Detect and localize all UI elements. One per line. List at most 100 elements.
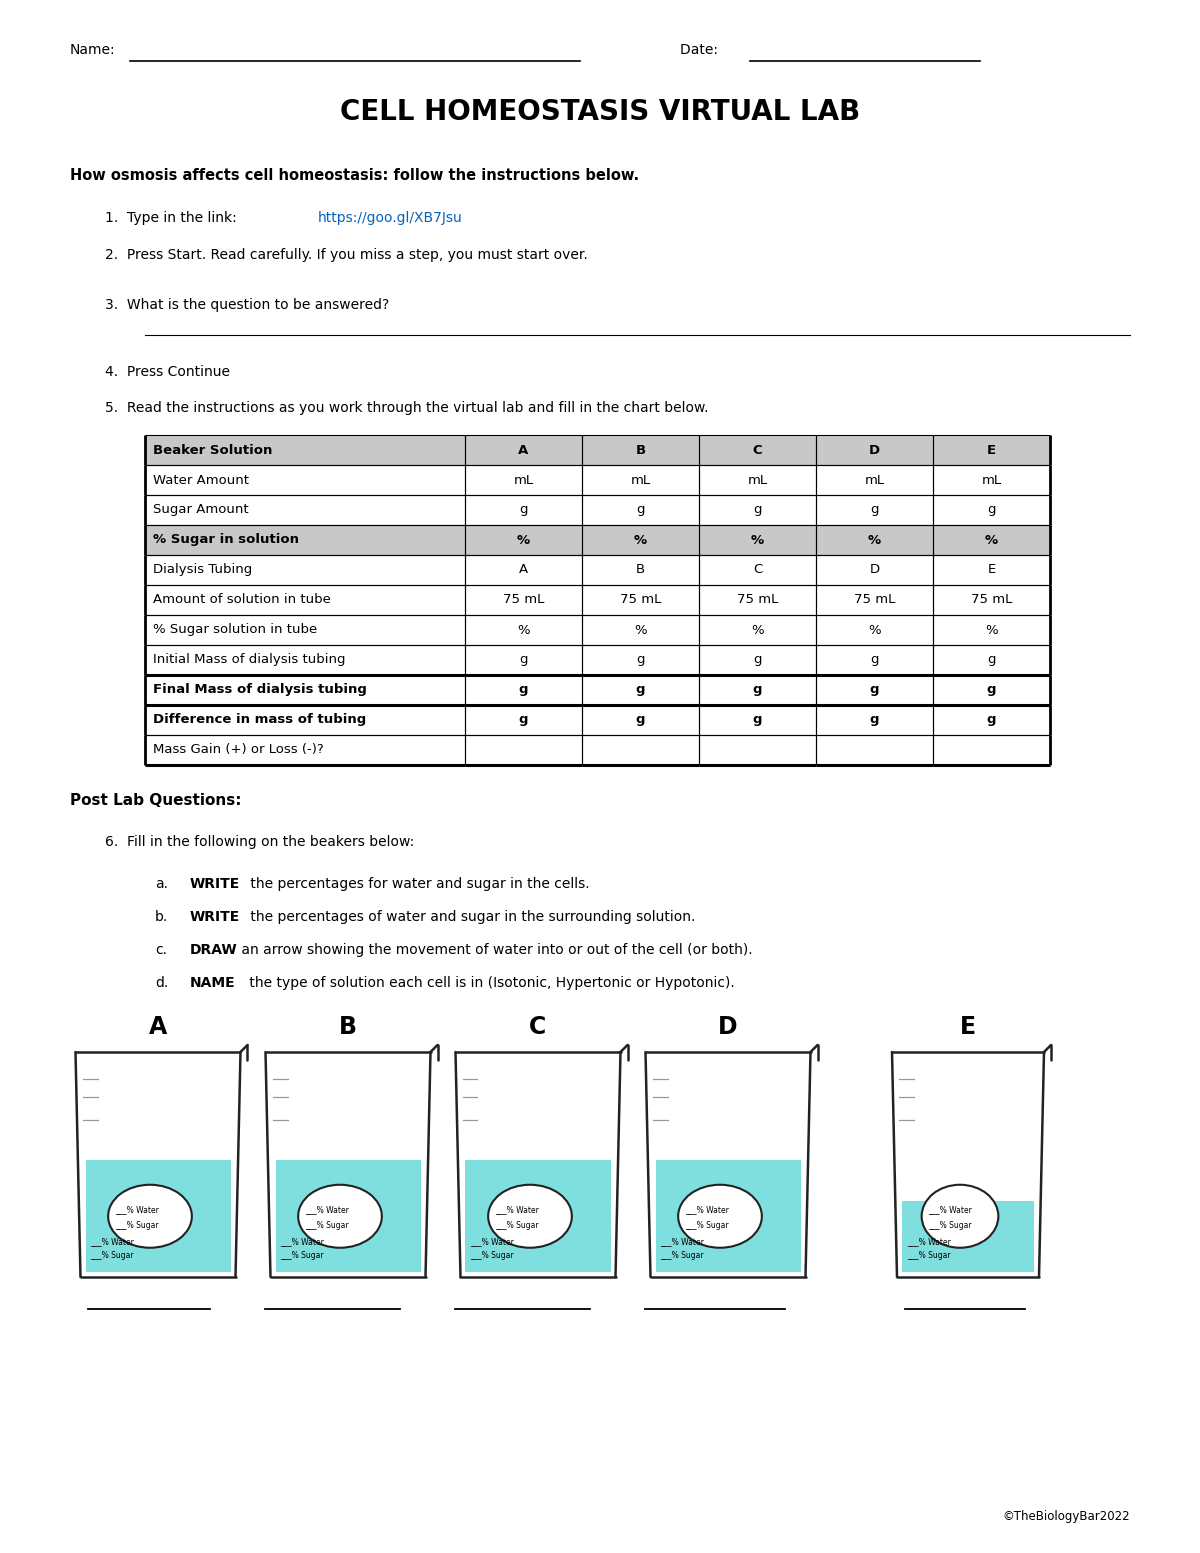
Text: Beaker Solution: Beaker Solution xyxy=(154,444,272,457)
Text: ___% Sugar: ___% Sugar xyxy=(660,1250,704,1259)
Text: Post Lab Questions:: Post Lab Questions: xyxy=(70,794,241,808)
Bar xyxy=(582,435,698,464)
Text: g: g xyxy=(870,713,880,727)
Text: g: g xyxy=(988,503,996,517)
Text: B: B xyxy=(636,564,646,576)
Text: 75 mL: 75 mL xyxy=(737,593,778,607)
Text: 75 mL: 75 mL xyxy=(620,593,661,607)
Text: c.: c. xyxy=(155,943,167,957)
Text: Initial Mass of dialysis tubing: Initial Mass of dialysis tubing xyxy=(154,654,346,666)
Bar xyxy=(655,1160,800,1272)
Text: Water Amount: Water Amount xyxy=(154,474,250,486)
Text: mL: mL xyxy=(982,474,1002,486)
Text: 2.  Press Start. Read carefully. If you miss a step, you must start over.: 2. Press Start. Read carefully. If you m… xyxy=(106,248,588,262)
Text: g: g xyxy=(870,683,880,696)
Text: ___% Sugar: ___% Sugar xyxy=(928,1221,972,1230)
Text: g: g xyxy=(636,713,646,727)
Ellipse shape xyxy=(922,1185,998,1247)
Ellipse shape xyxy=(108,1185,192,1247)
Text: NAME: NAME xyxy=(190,975,235,989)
Text: %: % xyxy=(634,534,647,547)
Text: C: C xyxy=(752,444,762,457)
Text: g: g xyxy=(520,654,528,666)
Text: g: g xyxy=(988,654,996,666)
Text: D: D xyxy=(718,1016,738,1039)
Text: ___% Water: ___% Water xyxy=(907,1238,950,1247)
Text: g: g xyxy=(752,713,762,727)
Text: %: % xyxy=(517,623,530,637)
Text: ___% Water: ___% Water xyxy=(470,1238,515,1247)
Text: ___% Water: ___% Water xyxy=(305,1205,349,1214)
Text: 75 mL: 75 mL xyxy=(971,593,1012,607)
Text: ___% Water: ___% Water xyxy=(281,1238,324,1247)
Text: %: % xyxy=(985,623,998,637)
Text: Mass Gain (+) or Loss (-)?: Mass Gain (+) or Loss (-)? xyxy=(154,744,324,756)
Bar xyxy=(145,435,466,464)
Bar xyxy=(698,525,816,554)
Text: g: g xyxy=(520,503,528,517)
Text: 4.  Press Continue: 4. Press Continue xyxy=(106,365,230,379)
Text: ©TheBiologyBar2022: ©TheBiologyBar2022 xyxy=(1002,1510,1130,1523)
Text: mL: mL xyxy=(748,474,768,486)
Text: g: g xyxy=(518,683,528,696)
Text: B: B xyxy=(340,1016,358,1039)
Text: ___% Water: ___% Water xyxy=(660,1238,704,1247)
Bar xyxy=(466,435,582,464)
Text: ___% Sugar: ___% Sugar xyxy=(305,1221,348,1230)
Text: E: E xyxy=(960,1016,976,1039)
Text: %: % xyxy=(868,623,881,637)
Text: E: E xyxy=(986,444,996,457)
Text: B: B xyxy=(636,444,646,457)
Text: mL: mL xyxy=(864,474,884,486)
Text: g: g xyxy=(636,654,644,666)
Text: %: % xyxy=(751,623,764,637)
Text: D: D xyxy=(869,444,880,457)
Text: Date:: Date: xyxy=(680,43,722,57)
Text: ___% Sugar: ___% Sugar xyxy=(90,1250,134,1259)
Text: 1.  Type in the link:: 1. Type in the link: xyxy=(106,211,241,225)
Bar xyxy=(816,525,934,554)
Text: ___% Sugar: ___% Sugar xyxy=(115,1221,158,1230)
Text: g: g xyxy=(752,683,762,696)
Text: ___% Sugar: ___% Sugar xyxy=(281,1250,324,1259)
Text: g: g xyxy=(870,654,878,666)
Text: ___% Water: ___% Water xyxy=(115,1205,158,1214)
Text: Sugar Amount: Sugar Amount xyxy=(154,503,248,517)
Text: ___% Sugar: ___% Sugar xyxy=(685,1221,728,1230)
Text: A: A xyxy=(518,564,528,576)
Bar xyxy=(902,1200,1034,1272)
Text: g: g xyxy=(870,503,878,517)
Text: D: D xyxy=(870,564,880,576)
Bar xyxy=(145,525,466,554)
Text: A: A xyxy=(149,1016,167,1039)
Text: %: % xyxy=(985,534,998,547)
Bar xyxy=(934,525,1050,554)
Text: %: % xyxy=(517,534,530,547)
Bar xyxy=(816,435,934,464)
Text: g: g xyxy=(754,654,762,666)
Text: ___% Sugar: ___% Sugar xyxy=(494,1221,539,1230)
Text: g: g xyxy=(754,503,762,517)
Text: % Sugar solution in tube: % Sugar solution in tube xyxy=(154,623,317,637)
Ellipse shape xyxy=(488,1185,572,1247)
Text: 6.  Fill in the following on the beakers below:: 6. Fill in the following on the beakers … xyxy=(106,836,414,849)
Text: 75 mL: 75 mL xyxy=(854,593,895,607)
Text: Dialysis Tubing: Dialysis Tubing xyxy=(154,564,252,576)
Text: an arrow showing the movement of water into or out of the cell (or both).: an arrow showing the movement of water i… xyxy=(238,943,752,957)
Text: CELL HOMEOSTASIS VIRTUAL LAB: CELL HOMEOSTASIS VIRTUAL LAB xyxy=(340,98,860,126)
Bar xyxy=(698,435,816,464)
Ellipse shape xyxy=(298,1185,382,1247)
Text: ___% Water: ___% Water xyxy=(928,1205,972,1214)
Text: A: A xyxy=(518,444,529,457)
Text: g: g xyxy=(518,713,528,727)
Text: How osmosis affects cell homeostasis: follow the instructions below.: How osmosis affects cell homeostasis: fo… xyxy=(70,168,640,183)
Text: ___% Water: ___% Water xyxy=(685,1205,728,1214)
Text: Final Mass of dialysis tubing: Final Mass of dialysis tubing xyxy=(154,683,367,696)
Text: Amount of solution in tube: Amount of solution in tube xyxy=(154,593,331,607)
Text: C: C xyxy=(752,564,762,576)
Text: d.: d. xyxy=(155,975,168,989)
Text: mL: mL xyxy=(630,474,650,486)
Text: % Sugar in solution: % Sugar in solution xyxy=(154,534,299,547)
Text: b.: b. xyxy=(155,910,168,924)
Text: Name:: Name: xyxy=(70,43,115,57)
